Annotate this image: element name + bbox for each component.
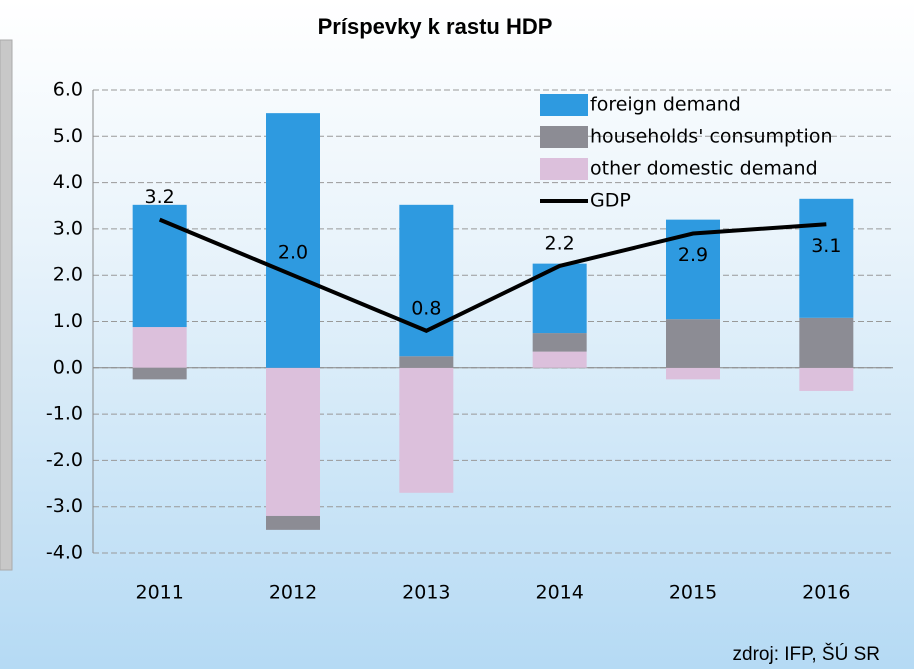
bar (132, 367, 187, 380)
x-tick-label: 2014 (535, 582, 583, 604)
legend-label: households' consumption (590, 126, 832, 148)
y-tick-label: 0.0 (53, 356, 83, 378)
legend-swatch (540, 126, 588, 148)
y-tick-label: -4.0 (46, 542, 83, 564)
bar (399, 356, 454, 368)
side-panel (0, 39, 13, 571)
legend-label: GDP (590, 190, 631, 212)
bar (266, 113, 320, 368)
y-tick-label: 3.0 (53, 217, 83, 239)
y-tick-label: 6.0 (53, 79, 83, 101)
legend-swatch (540, 158, 588, 180)
bar (266, 515, 320, 530)
bar (132, 327, 187, 368)
bar (799, 367, 854, 391)
y-tick-label: -3.0 (46, 495, 83, 517)
bar (799, 317, 854, 368)
chart-title: Príspevky k rastu HDP (318, 14, 553, 39)
legend-label: foreign demand (590, 94, 741, 116)
legend-label: other domestic demand (590, 158, 818, 180)
y-tick-label: -2.0 (46, 449, 83, 471)
x-tick-label: 2013 (402, 582, 450, 604)
legend-swatch (540, 94, 588, 116)
source: zdroj: IFP, ŠÚ SR (733, 643, 880, 665)
bar (132, 204, 187, 328)
bar (532, 333, 587, 352)
y-tick-label: 2.0 (53, 264, 83, 286)
y-tick-label: -1.0 (46, 403, 83, 425)
data-label: 2.2 (545, 232, 575, 254)
data-label: 0.8 (411, 297, 441, 319)
data-label: 3.2 (145, 186, 175, 208)
y-tick-label: 4.0 (53, 171, 83, 193)
y-tick-label: 1.0 (53, 310, 83, 332)
bar (532, 351, 587, 368)
line (158, 217, 827, 333)
bar (666, 319, 720, 368)
y-tick-label: 5.0 (53, 125, 83, 147)
bar (799, 198, 854, 318)
bar (266, 367, 320, 516)
data-label: 2.0 (278, 242, 308, 264)
bar (666, 367, 720, 380)
data-label: 2.9 (678, 244, 708, 266)
bar (399, 204, 454, 357)
data-label: 3.1 (811, 235, 841, 257)
x-tick-label: 2011 (135, 582, 183, 604)
x-tick-label: 2015 (669, 582, 717, 604)
x-tick-label: 2012 (269, 582, 317, 604)
bar (399, 367, 454, 493)
x-tick-label: 2016 (802, 582, 850, 604)
